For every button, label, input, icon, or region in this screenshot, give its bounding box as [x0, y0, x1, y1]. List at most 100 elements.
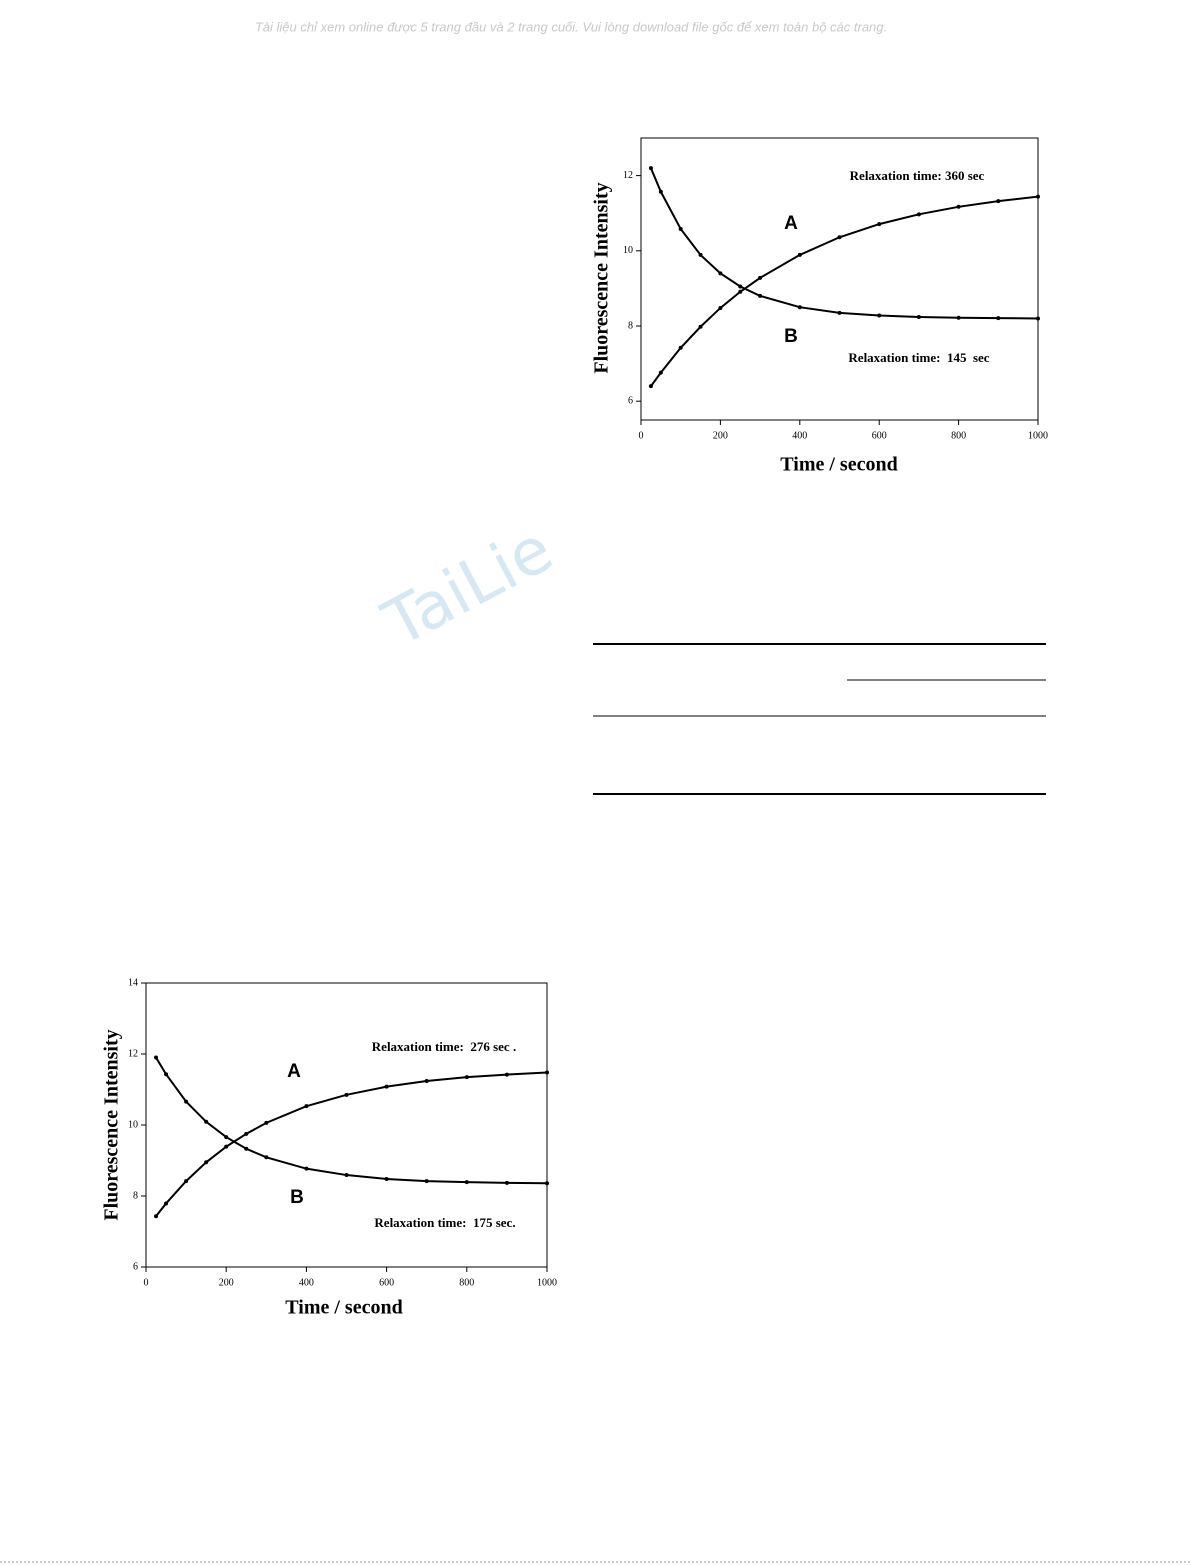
data-point: [304, 1104, 309, 1109]
y-axis-label: Fluorescence Intensity: [591, 182, 613, 373]
series-label: A: [784, 213, 798, 234]
data-point: [504, 1072, 509, 1077]
data-point: [877, 313, 882, 318]
data-point: [244, 1146, 249, 1151]
data-point: [648, 384, 653, 389]
data-point: [224, 1135, 229, 1140]
data-point: [424, 1078, 429, 1083]
x-tick-label: 0: [639, 430, 644, 441]
annotation: Relaxation time: 276 sec .: [372, 1039, 516, 1054]
y-tick-label: 12: [128, 1048, 138, 1059]
plot-frame: [640, 137, 1039, 421]
fit-line: [650, 195, 1039, 387]
data-point: [956, 315, 961, 320]
data-point: [344, 1173, 349, 1178]
data-point: [1036, 316, 1040, 321]
data-point: [678, 345, 683, 350]
data-point: [797, 252, 802, 257]
data-point: [464, 1180, 469, 1185]
x-tick-label: 800: [459, 1277, 474, 1288]
y-axis-label: Fluorescence Intensity: [101, 1029, 123, 1220]
data-point: [738, 289, 743, 294]
series-label: B: [784, 326, 798, 347]
data-point: [264, 1120, 269, 1125]
data-point: [424, 1179, 429, 1184]
data-point: [204, 1160, 209, 1165]
data-point: [996, 316, 1001, 321]
series-label: B: [290, 1187, 304, 1208]
data-point: [718, 305, 723, 310]
notice: Tài liệu chỉ xem online được 5 trang đầu…: [255, 19, 887, 34]
annotation: Relaxation time: 175 sec.: [374, 1215, 515, 1230]
series-label: A: [287, 1061, 301, 1082]
data-point: [877, 222, 882, 227]
y-tick-label: 10: [623, 245, 633, 256]
x-tick-label: 1000: [537, 1277, 557, 1288]
table-rules: [593, 643, 1046, 795]
y-tick-label: 10: [128, 1119, 138, 1130]
data-point: [224, 1144, 229, 1149]
data-point: [658, 370, 663, 375]
data-point: [658, 189, 663, 194]
x-axis-label: Time / second: [780, 454, 897, 476]
x-tick-label: 200: [219, 1277, 234, 1288]
data-point: [204, 1119, 209, 1124]
data-point: [304, 1166, 309, 1171]
data-point: [996, 199, 1001, 204]
y-tick-label: 12: [623, 170, 633, 181]
data-point: [678, 226, 683, 231]
y-tick-label: 6: [628, 395, 633, 406]
data-point: [464, 1075, 469, 1080]
data-point: [837, 235, 842, 240]
fit-line: [155, 1057, 548, 1185]
watermark: TaiLie: [371, 512, 564, 662]
data-point: [384, 1176, 389, 1181]
data-point: [956, 204, 961, 209]
y-tick-label: 8: [628, 320, 633, 331]
data-point: [698, 324, 703, 329]
data-point: [384, 1084, 389, 1089]
x-tick-label: 400: [792, 430, 807, 441]
data-point: [916, 314, 921, 319]
data-point: [545, 1070, 549, 1075]
data-point: [797, 305, 802, 310]
fit-line: [155, 1071, 548, 1217]
x-tick-label: 200: [713, 430, 728, 441]
x-tick-label: 1000: [1028, 430, 1048, 441]
y-tick-label: 14: [128, 977, 138, 988]
x-tick-label: 800: [951, 430, 966, 441]
data-point: [344, 1092, 349, 1097]
data-point: [184, 1099, 189, 1104]
y-tick-label: 8: [133, 1190, 138, 1201]
data-point: [154, 1055, 159, 1060]
data-point: [184, 1179, 189, 1184]
data-point: [718, 271, 723, 276]
data-point: [758, 275, 763, 280]
data-point: [264, 1155, 269, 1160]
x-tick-label: 400: [299, 1277, 314, 1288]
x-axis-label: Time / second: [285, 1297, 402, 1319]
data-point: [164, 1201, 169, 1206]
data-point: [545, 1181, 549, 1186]
data-point: [916, 212, 921, 217]
fit-line: [650, 167, 1039, 320]
data-point: [738, 284, 743, 289]
chart: 6 8 10 12 0 200 400 600 800 1000 Time / second Fluo…: [591, 137, 1048, 476]
data-point: [244, 1131, 249, 1136]
data-point: [164, 1072, 169, 1077]
x-tick-label: 600: [872, 430, 887, 441]
x-tick-label: 600: [379, 1277, 394, 1288]
data-point: [648, 166, 653, 171]
annotation: Relaxation time: 360 sec: [850, 168, 985, 183]
annotation: Relaxation time: 145 sec: [848, 350, 989, 365]
data-point: [698, 252, 703, 257]
data-point: [837, 310, 842, 315]
data-point: [758, 293, 763, 298]
data-point: [504, 1180, 509, 1185]
x-tick-label: 0: [144, 1277, 149, 1288]
data-point: [154, 1214, 159, 1219]
y-tick-label: 6: [133, 1261, 138, 1272]
data-point: [1036, 194, 1040, 199]
chart: 6 8 10 12 14 0 200 400 600 800 1000 Time / second Fl…: [101, 977, 557, 1318]
